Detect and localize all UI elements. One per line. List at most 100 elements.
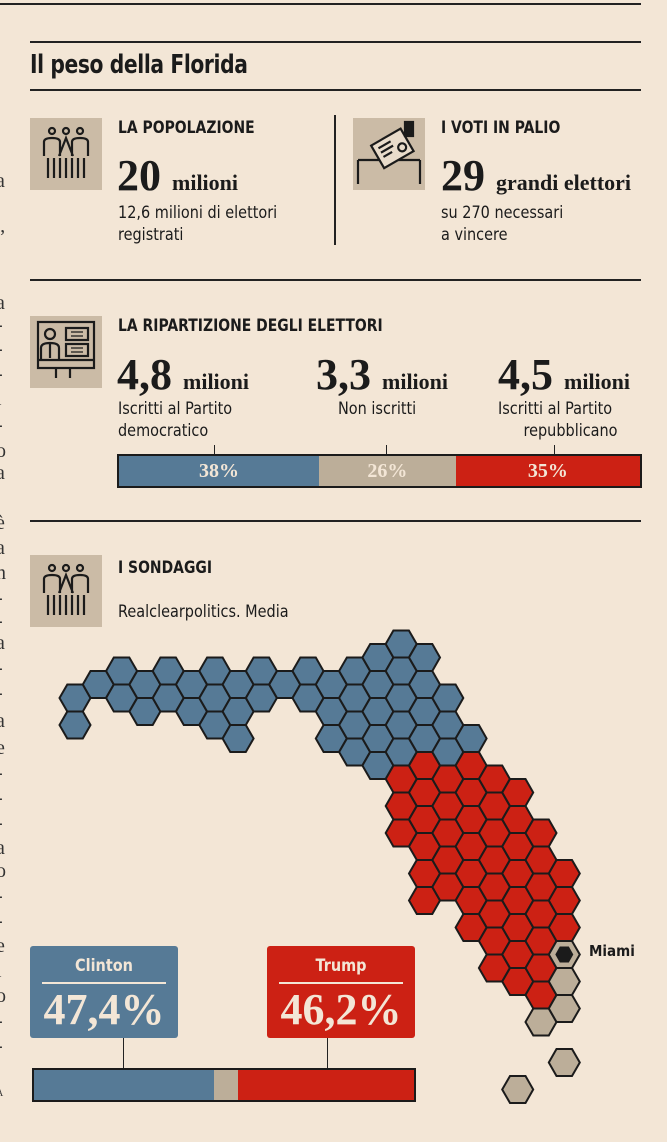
side-text-fragment: -	[0, 762, 3, 785]
candidate-percent: 46,2%	[280, 985, 402, 1034]
people-icon	[30, 118, 102, 190]
desc-line: Iscritti al Partito	[118, 399, 233, 419]
side-text-fragment: .	[0, 148, 1, 171]
side-text-fragment: è	[0, 512, 5, 534]
hex-other	[547, 1048, 581, 1077]
desc-line: 12,6 milioni di elettori	[118, 203, 278, 223]
hex-clinton	[454, 724, 488, 753]
dem-value: 4,8 milioni	[117, 353, 249, 404]
desc-line: Iscritti al Partito	[498, 399, 613, 419]
side-text-fragment: e	[0, 935, 5, 957]
population-value: 20 milioni	[117, 154, 238, 205]
votes-desc: su 270 necessari a vincere	[441, 202, 563, 246]
side-text-fragment: -	[0, 885, 3, 908]
polls-source: Realclearpolitics. Media	[118, 602, 289, 622]
side-text-fragment: -	[0, 610, 3, 633]
side-text-fragment: -	[0, 338, 3, 361]
miami-label: Miami	[589, 942, 635, 960]
hex-trump	[547, 913, 581, 942]
rep-number: 4,5	[498, 350, 553, 399]
side-text-fragment: -	[0, 682, 3, 705]
dem-number: 4,8	[117, 350, 172, 399]
side-text-fragment: -	[0, 414, 3, 437]
side-text-fragment: ,	[0, 212, 1, 235]
breakdown-heading: LA RIPARTIZIONE DEGLI ELETTORI	[118, 316, 383, 336]
votes-value: 29 grandi elettori	[441, 154, 631, 205]
desc-line: democratico	[118, 421, 209, 441]
side-text-fragment: l	[0, 388, 2, 411]
hex-trump	[547, 859, 581, 888]
side-text-fragment: o	[0, 985, 6, 1007]
side-text-fragment: A	[0, 1088, 3, 1099]
divider	[42, 982, 166, 984]
side-text-fragment: ,	[0, 262, 1, 285]
people-icon	[30, 555, 102, 627]
candidate-percent: 47,4%	[43, 985, 165, 1034]
candidate-name: Clinton	[75, 956, 133, 976]
unaffiliated-unit: milioni	[382, 369, 449, 394]
desc-line: a vincere	[441, 225, 508, 245]
side-text-fragment: -	[0, 1035, 3, 1058]
side-text-fragment: -	[0, 787, 3, 810]
bar-segment: 38%	[119, 456, 319, 486]
hex-other	[547, 967, 581, 996]
unaffiliated-value: 3,3 milioni	[316, 353, 448, 404]
hex-other	[547, 994, 581, 1023]
side-text-fragment: o	[0, 440, 6, 462]
section-rule	[30, 520, 641, 522]
side-text-fragment: -	[0, 1010, 3, 1033]
clinton-box: Clinton 47,4%	[30, 946, 178, 1038]
side-text-fragment: ”	[0, 226, 5, 249]
side-text-fragment: -	[0, 910, 3, 933]
side-text-fragment: a	[0, 837, 5, 859]
desc-line: registrati	[118, 225, 184, 245]
rep-unit: milioni	[564, 369, 631, 394]
bar-segment	[238, 1070, 414, 1100]
hex-trump	[547, 886, 581, 915]
side-text-fragment: a	[0, 170, 5, 192]
hex-clinton	[407, 643, 442, 672]
bar-tick	[214, 445, 215, 455]
bar-segment: 35%	[455, 456, 640, 486]
votes-number: 29	[441, 151, 485, 200]
votes-unit: grandi elettori	[496, 170, 632, 195]
side-text-fragment: -	[0, 314, 3, 337]
unaffiliated-number: 3,3	[316, 350, 371, 399]
rep-value: 4,5 milioni	[498, 353, 630, 404]
desc-line: Non iscritti	[338, 399, 417, 419]
hex-clinton	[431, 683, 465, 713]
side-text-fragment: -	[0, 657, 3, 680]
dem-unit: milioni	[183, 369, 250, 394]
florida-hex-map	[58, 629, 581, 1104]
candidate-name: Trump	[315, 956, 367, 976]
hex-trump	[524, 818, 558, 848]
trump-box: Trump 46,2%	[267, 946, 415, 1038]
side-text-fragment: l	[0, 960, 2, 983]
desc-line: repubblicano	[523, 421, 618, 441]
dem-desc: Iscritti al Partito democratico	[118, 398, 232, 442]
bar-tick	[554, 445, 555, 455]
desc-line: su 270 necessari	[441, 203, 564, 223]
bar-tick	[327, 1038, 328, 1069]
voting-booth-icon	[30, 316, 102, 388]
miami-marker-icon	[555, 946, 574, 963]
hex-clinton	[58, 710, 92, 740]
page-title: Il peso della Florida	[30, 50, 248, 80]
bar-segment: 26%	[318, 456, 456, 486]
hex-clinton	[221, 724, 255, 753]
hex-trump	[501, 778, 535, 807]
poll-bar	[32, 1068, 416, 1102]
bar-segment	[34, 1070, 215, 1100]
polls-heading: I SONDAGGI	[118, 558, 213, 578]
title-rule-top	[30, 41, 641, 43]
population-unit: milioni	[172, 170, 239, 195]
side-text-fragment: e	[0, 737, 5, 759]
section-rule	[30, 279, 641, 281]
side-text-fragment: a	[0, 292, 5, 314]
side-text-fragment: -	[0, 812, 3, 835]
population-number: 20	[117, 151, 161, 200]
column-divider	[334, 115, 336, 245]
rep-desc: Iscritti al Partito repubblicano	[498, 398, 641, 442]
ballot-box-icon	[353, 118, 425, 190]
voter-breakdown-bar: 38% 26% 35%	[117, 454, 642, 488]
